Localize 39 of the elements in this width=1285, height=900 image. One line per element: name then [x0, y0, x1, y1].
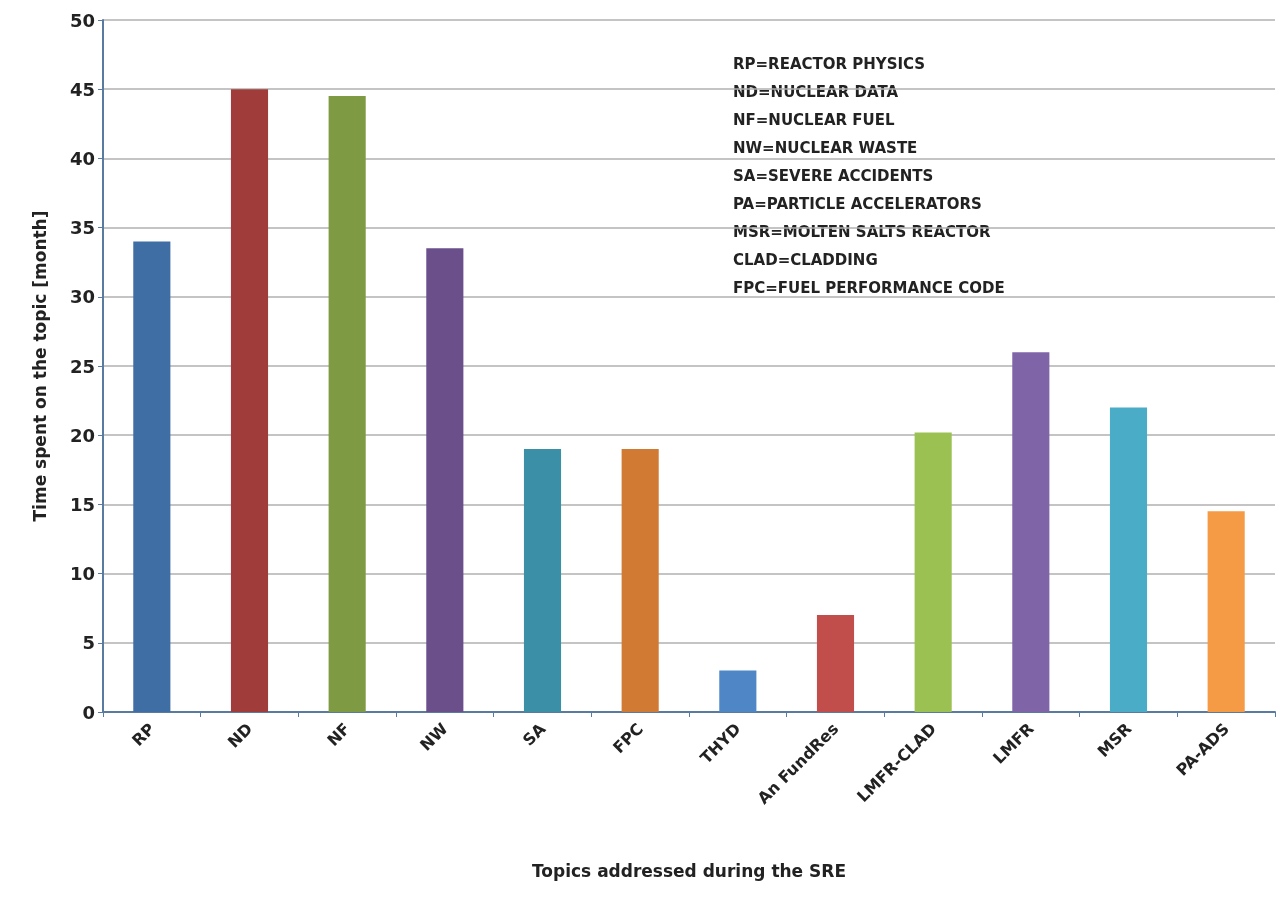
x-tick-label: ND [223, 719, 257, 752]
bar [719, 670, 757, 712]
y-tick-label: 10 [69, 563, 95, 585]
bar [133, 241, 171, 712]
y-tick-label: 30 [69, 286, 95, 308]
annotation: NF=NUCLEAR FUEL [733, 110, 895, 129]
bar [426, 248, 464, 712]
y-tick-label: 35 [69, 217, 95, 239]
y-tick-label: 20 [69, 424, 95, 446]
y-tick-label: 15 [69, 493, 95, 515]
y-tick-label: 5 [82, 632, 95, 654]
annotation: FPC=FUEL PERFORMANCE CODE [733, 278, 1005, 297]
x-tick-label: SA [518, 718, 550, 750]
x-tick-label: RP [128, 719, 159, 750]
bar [230, 89, 269, 712]
annotation: PA=PARTICLE ACCELERATORS [733, 194, 982, 213]
bar [1109, 407, 1148, 712]
y-axis-title: Time spent on the topic [month] [29, 210, 50, 522]
bar [1207, 511, 1245, 712]
y-tick-label: 25 [69, 355, 95, 377]
x-axis-title: Topics addressed during the SRE [531, 860, 847, 881]
bar [1012, 352, 1050, 712]
bar [523, 449, 562, 712]
bar [914, 432, 952, 712]
annotation: CLAD=CLADDING [733, 250, 878, 269]
bar [816, 615, 855, 712]
bar [328, 96, 366, 712]
x-tick-label: NW [416, 719, 452, 755]
annotation: NW=NUCLEAR WASTE [733, 138, 918, 157]
y-tick-label: 45 [69, 78, 95, 100]
y-tick-label: 0 [82, 701, 95, 723]
x-tick-label: NF [323, 719, 354, 750]
bar [621, 449, 659, 712]
annotation: MSR=MOLTEN SALTS REACTOR [733, 222, 991, 241]
annotation: SA=SEVERE ACCIDENTS [733, 166, 934, 185]
y-tick-label: 50 [69, 9, 95, 31]
y-tick-label: 40 [69, 147, 95, 169]
annotation: ND=NUCLEAR DATA [733, 82, 899, 101]
annotation: RP=REACTOR PHYSICS [733, 54, 926, 73]
